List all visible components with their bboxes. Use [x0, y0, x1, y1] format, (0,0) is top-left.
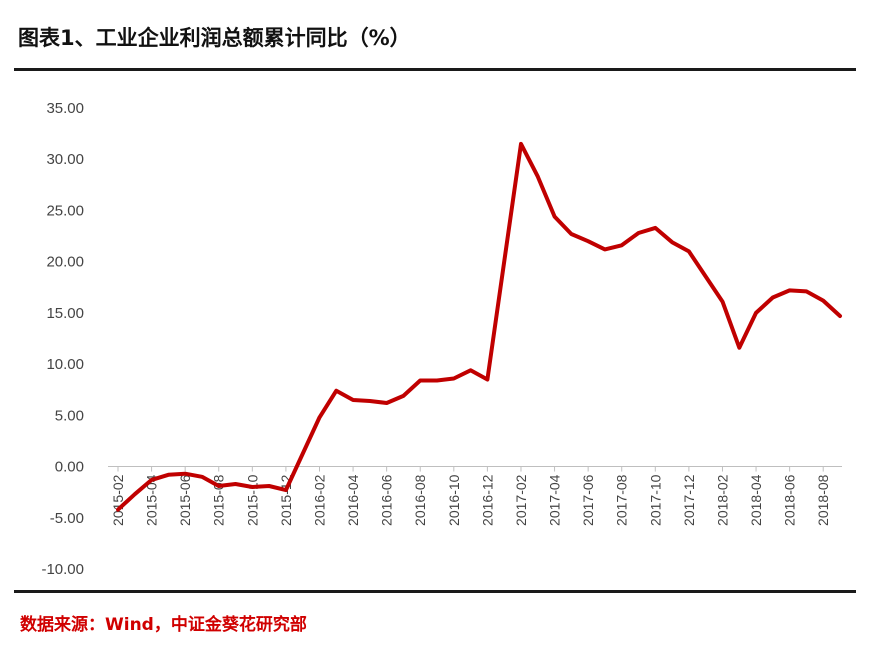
data-point [737, 346, 741, 350]
data-point [166, 473, 170, 477]
data-point [586, 239, 590, 243]
x-tick-label: 2016-10 [446, 474, 462, 526]
data-point [284, 488, 288, 492]
x-tick-label: 2018-08 [815, 474, 831, 526]
data-point [334, 389, 338, 393]
data-point [318, 415, 322, 419]
data-point [435, 379, 439, 383]
source-note: 数据来源：Wind，中证金葵花研究部 [20, 615, 307, 635]
x-tick-label: 2016-08 [412, 474, 428, 526]
data-point [418, 379, 422, 383]
x-tick-label: 2015-10 [244, 474, 260, 526]
data-point [234, 482, 238, 486]
data-point [553, 215, 557, 219]
x-tick-label: 2017-06 [580, 474, 596, 526]
x-tick-label: 2017-08 [614, 474, 630, 526]
y-tick-label: 20.00 [46, 254, 84, 271]
y-tick-label: 10.00 [46, 356, 84, 373]
data-point [721, 300, 725, 304]
y-tick-label: 5.00 [55, 407, 84, 424]
data-point [267, 484, 271, 488]
y-tick-label: -10.00 [41, 561, 84, 578]
y-tick-label: 35.00 [46, 100, 84, 117]
data-point [838, 314, 842, 318]
chart-title: 图表1、工业企业利润总额累计同比（%） [18, 26, 411, 50]
x-tick-label: 2015-02 [110, 474, 126, 526]
data-point [519, 142, 523, 146]
data-point [821, 299, 825, 303]
data-point [687, 249, 691, 253]
y-tick-label: 25.00 [46, 202, 84, 219]
x-tick-label: 2016-04 [345, 474, 361, 526]
y-tick-label: -5.00 [50, 510, 84, 527]
x-tick-label: 2015-04 [144, 474, 160, 526]
data-point [536, 175, 540, 179]
data-point [788, 288, 792, 292]
top-divider [14, 68, 856, 71]
x-tick-label: 2016-02 [311, 474, 327, 526]
data-point [401, 394, 405, 398]
data-point [804, 289, 808, 293]
data-point [385, 401, 389, 405]
data-point [150, 478, 154, 482]
data-point [368, 399, 372, 403]
bottom-divider [14, 590, 856, 593]
y-tick-label: 0.00 [55, 459, 84, 476]
data-point [653, 226, 657, 230]
series-line [116, 141, 842, 512]
data-point [569, 232, 573, 236]
x-tick-label: 2018-02 [714, 474, 730, 526]
x-tick-label: 2017-12 [681, 474, 697, 526]
data-point [485, 378, 489, 382]
data-point [670, 240, 674, 244]
data-point [250, 485, 254, 489]
data-point [754, 311, 758, 315]
x-tick-label: 2018-04 [748, 474, 764, 526]
data-point [452, 377, 456, 381]
x-tick-label: 2015-06 [177, 474, 193, 526]
data-point [183, 472, 187, 476]
x-tick-label: 2018-06 [782, 474, 798, 526]
data-point [603, 247, 607, 251]
y-tick-label: 15.00 [46, 305, 84, 322]
data-point [200, 475, 204, 479]
y-tick-label: 30.00 [46, 151, 84, 168]
x-tick-label: 2016-06 [379, 474, 395, 526]
data-point [116, 508, 120, 512]
data-point [620, 243, 624, 247]
data-point [469, 368, 473, 372]
data-point [133, 492, 137, 496]
x-tick-label: 2017-02 [513, 474, 529, 526]
data-point [217, 484, 221, 488]
x-tick-label: 2017-04 [547, 474, 563, 526]
x-tick-label: 2016-12 [479, 474, 495, 526]
data-point [351, 398, 355, 402]
data-point [771, 296, 775, 300]
x-tick-label: 2017-10 [647, 474, 663, 526]
data-point [637, 231, 641, 235]
